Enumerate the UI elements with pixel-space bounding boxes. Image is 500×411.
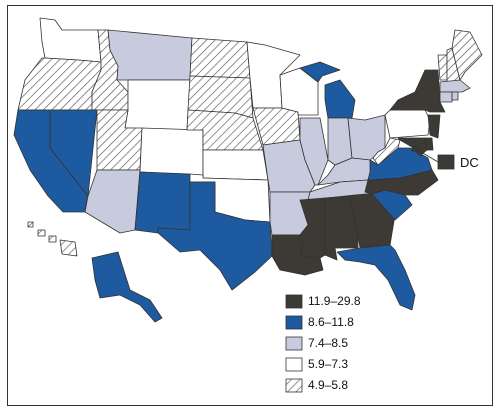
- state-nj: [427, 114, 441, 139]
- state-dc: [411, 146, 417, 152]
- state-ri: [451, 91, 459, 101]
- state-wv: [372, 137, 401, 166]
- legend-swatch-5: [285, 378, 303, 393]
- state-wy: [124, 79, 191, 131]
- state-or: [17, 57, 102, 111]
- state-nm: [134, 171, 191, 234]
- legend-swatch-1: [285, 294, 303, 309]
- legend-label-2: 8.6–11.8: [308, 315, 354, 329]
- state-ny: [389, 69, 446, 113]
- state-ma: [439, 79, 471, 93]
- state-az: [84, 169, 141, 234]
- state-ks: [202, 149, 269, 181]
- state-mi: [299, 61, 356, 119]
- legend-label-4: 5.9–7.3: [308, 357, 349, 371]
- state-hi: [27, 221, 78, 257]
- legend-swatch-4: [285, 357, 303, 372]
- dc-swatch: [437, 154, 455, 170]
- state-tx: [157, 181, 273, 291]
- state-fl: [336, 244, 416, 311]
- state-ct: [439, 91, 453, 103]
- state-wa: [39, 17, 102, 63]
- legend-label-5: 4.9–5.8: [308, 378, 349, 392]
- state-ak: [91, 251, 163, 323]
- state-nd: [189, 37, 251, 79]
- state-il: [299, 117, 329, 186]
- legend-label-3: 7.4–8.5: [308, 336, 349, 350]
- legend-label-1: 11.9–29.8: [308, 294, 361, 308]
- dc-label: DC: [460, 155, 479, 170]
- legend-swatch-3: [285, 336, 303, 351]
- state-pa: [384, 109, 431, 139]
- state-co: [139, 127, 204, 176]
- state-ia: [252, 107, 301, 146]
- legend-swatch-2: [285, 315, 303, 330]
- state-vt: [437, 54, 448, 81]
- state-mt: [107, 29, 193, 81]
- dc-callout-line: [415, 148, 439, 163]
- state-nv: [49, 109, 98, 197]
